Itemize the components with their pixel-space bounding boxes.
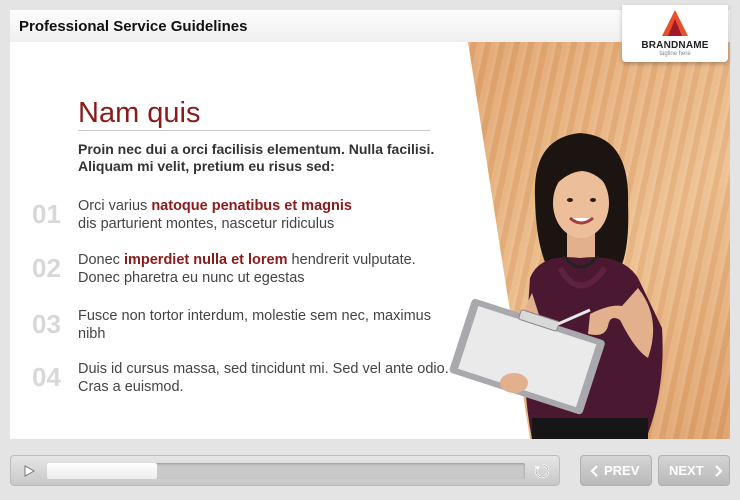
item-text: Donec imperdiet nulla et lorem hendrerit… (78, 252, 416, 286)
item-number: 02 (32, 253, 61, 283)
item-text: Fusce non tortor interdum, molestie sem … (78, 308, 431, 342)
brand-name: BRANDNAME (641, 40, 709, 51)
item-text: Duis id cursus massa, sed tincidunt mi. … (78, 361, 449, 395)
prev-label: PREV (604, 463, 640, 478)
brand-mark-icon (662, 10, 688, 36)
list-item: 03 Fusce non tortor interdum, molestie s… (32, 307, 452, 347)
prev-button[interactable]: PREV (580, 455, 652, 486)
list-item: 02 Donec imperdiet nulla et lorem hendre… (32, 251, 452, 291)
chevron-right-icon (715, 465, 723, 477)
brand-logo: BRANDNAME tagline here (622, 5, 728, 62)
replay-icon[interactable] (533, 462, 551, 480)
next-label: NEXT (669, 463, 704, 478)
item-number: 01 (32, 199, 61, 229)
intro-text: Proin nec dui a orci facilisis elementum… (78, 141, 435, 174)
list-item: 01 Orci varius natoque penatibus et magn… (32, 197, 452, 237)
play-icon[interactable] (22, 464, 36, 478)
course-title: Professional Service Guidelines (19, 18, 248, 35)
item-number: 04 (32, 362, 61, 392)
item-number: 03 (32, 309, 61, 339)
header-bar: Professional Service Guidelines (10, 10, 730, 42)
brand-tagline: tagline here (659, 51, 691, 57)
list-item: 04 Duis id cursus massa, sed tincidunt m… (32, 360, 452, 400)
playback-bar (10, 455, 560, 486)
chevron-left-icon (590, 465, 598, 477)
seek-progress (47, 463, 157, 479)
slide-heading: Nam quis (78, 97, 201, 129)
seek-bar[interactable] (47, 463, 525, 479)
heading-divider (78, 130, 430, 131)
slide-content: Nam quis Proin nec dui a orci facilisis … (10, 42, 730, 439)
presenter-photo (449, 133, 663, 439)
next-button[interactable]: NEXT (658, 455, 730, 486)
item-text: Orci varius natoque penatibus et magnis … (78, 198, 352, 232)
